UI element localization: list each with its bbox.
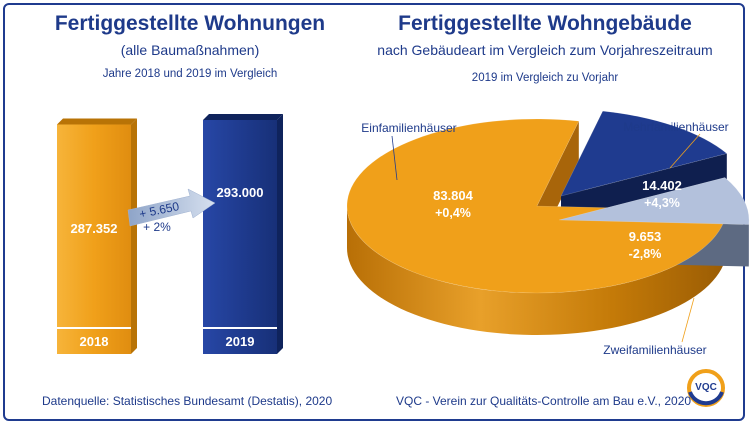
callout-line-mehrfamilien (669, 133, 701, 169)
bar-top-2018 (57, 118, 137, 125)
category-label-2018: 2018 (80, 334, 109, 349)
logo-text: VQC (695, 382, 717, 393)
bar-top-2019 (203, 114, 283, 120)
change-pct-label: + 2% (143, 220, 171, 234)
right-title: Fertiggestellte Wohngebäude (398, 12, 692, 35)
slice-change-0: +0,4% (435, 206, 471, 220)
right-subtitle-2: 2019 im Vergleich zu Vorjahr (471, 72, 619, 84)
category-label-2019: 2019 (226, 334, 255, 349)
vqc-logo: VQC (687, 369, 725, 407)
left-subtitle: (alle Baumaßnahmen) (120, 42, 260, 58)
pie-slice-Mehrfamilienhäuser (560, 110, 728, 197)
value-label-2019: 293.000 (217, 185, 264, 200)
slice-change-1: +4,3% (644, 196, 680, 210)
slice-change-2: -2,8% (629, 247, 662, 261)
pie-slice-Einfamilienhäuser (346, 118, 728, 294)
left-title: Fertiggestellte Wohnungen (54, 12, 326, 35)
slice-value-0: 83.804 (433, 188, 474, 203)
bar-2019 (203, 120, 277, 354)
org-note: VQC - Verein zur Qualitäts-Controlle am … (396, 394, 692, 408)
slice-value-1: 14.402 (642, 178, 682, 193)
change-arrow (127, 188, 216, 227)
callout-line-einfamilien (391, 135, 398, 181)
bar-2018 (57, 124, 131, 355)
source-note: Datenquelle: Statistisches Bundesamt (De… (42, 394, 333, 408)
pie-side-0-0 (347, 206, 727, 336)
bar-side-2018 (131, 118, 137, 355)
bar-side-2019 (277, 114, 283, 354)
callout-line-zweifamilien (681, 297, 695, 343)
slice-value-2: 9.653 (629, 229, 662, 244)
value-label-2018: 287.352 (71, 221, 118, 236)
slice-label-einfamilien: Einfamilienhäuser (361, 121, 456, 135)
pie-chart: 83.804 +0,4% 14.402 +4,3% 9.653 -2,8% (346, 110, 750, 336)
pie-slice-Zweifamilienhäuser (558, 177, 750, 225)
slice-label-mehrfamilien: Mehrfamilienhäuser (623, 120, 728, 134)
slice-label-zweifamilien: Zweifamilienhäuser (603, 343, 706, 357)
bar-chart: 2018 287.352 2019 293.000 (57, 114, 283, 355)
left-subtitle-2: Jahre 2018 und 2019 im Vergleich (102, 68, 278, 80)
right-subtitle: nach Gebäudeart im Vergleich zum Vorjahr… (377, 42, 713, 58)
